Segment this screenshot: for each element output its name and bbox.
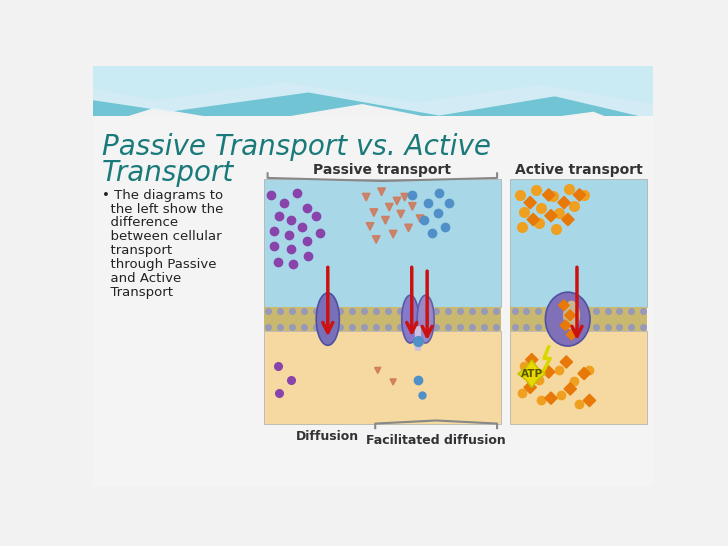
Polygon shape (366, 223, 374, 230)
Polygon shape (375, 367, 381, 373)
Polygon shape (93, 66, 654, 135)
Polygon shape (524, 381, 537, 394)
Polygon shape (405, 224, 412, 232)
Text: the left show the: the left show the (102, 203, 223, 216)
Ellipse shape (545, 292, 590, 346)
Polygon shape (558, 300, 569, 311)
Polygon shape (370, 209, 378, 216)
Text: between cellular: between cellular (102, 230, 222, 244)
Text: Diffusion: Diffusion (296, 430, 360, 443)
Text: Active transport: Active transport (515, 163, 643, 176)
Polygon shape (397, 210, 405, 218)
Polygon shape (564, 383, 577, 395)
Polygon shape (393, 197, 401, 205)
Polygon shape (385, 203, 393, 211)
Text: difference: difference (102, 216, 178, 229)
Polygon shape (542, 189, 555, 201)
Polygon shape (558, 197, 570, 209)
Text: Facilitated diffusion: Facilitated diffusion (366, 435, 506, 447)
Polygon shape (524, 197, 537, 209)
FancyBboxPatch shape (264, 331, 501, 424)
Polygon shape (574, 189, 585, 201)
FancyBboxPatch shape (264, 307, 501, 331)
Polygon shape (401, 193, 408, 201)
Polygon shape (583, 394, 596, 407)
Polygon shape (93, 66, 654, 104)
Polygon shape (545, 210, 557, 222)
Text: Transport: Transport (102, 159, 234, 187)
Ellipse shape (316, 293, 339, 345)
Text: Passive transport: Passive transport (313, 163, 451, 176)
Polygon shape (518, 360, 545, 388)
FancyBboxPatch shape (264, 180, 501, 307)
Polygon shape (560, 320, 571, 331)
Polygon shape (378, 188, 385, 195)
FancyBboxPatch shape (93, 116, 654, 486)
Polygon shape (363, 193, 370, 201)
Text: and Active: and Active (102, 272, 181, 285)
Text: through Passive: through Passive (102, 258, 216, 271)
Polygon shape (566, 329, 577, 340)
Ellipse shape (417, 295, 434, 343)
Text: ATP: ATP (521, 369, 543, 379)
Polygon shape (545, 392, 557, 405)
Polygon shape (416, 215, 424, 223)
Polygon shape (408, 203, 416, 210)
Polygon shape (562, 213, 574, 225)
Polygon shape (565, 310, 575, 321)
FancyBboxPatch shape (93, 66, 654, 486)
Polygon shape (93, 66, 654, 120)
Polygon shape (526, 353, 538, 366)
Polygon shape (372, 236, 380, 244)
Text: Passive Transport vs. Active: Passive Transport vs. Active (102, 133, 491, 161)
Polygon shape (578, 367, 590, 379)
Text: • The diagrams to: • The diagrams to (102, 189, 223, 201)
Text: transport: transport (102, 244, 173, 257)
Polygon shape (542, 366, 555, 378)
Polygon shape (561, 356, 572, 368)
FancyBboxPatch shape (510, 331, 647, 424)
Text: Transport: Transport (102, 286, 173, 299)
FancyBboxPatch shape (510, 307, 647, 331)
Polygon shape (390, 379, 396, 385)
Polygon shape (527, 213, 539, 225)
Polygon shape (381, 216, 389, 224)
Polygon shape (389, 230, 397, 238)
FancyBboxPatch shape (510, 180, 647, 307)
Ellipse shape (402, 295, 419, 343)
Ellipse shape (563, 301, 580, 330)
FancyBboxPatch shape (415, 326, 421, 351)
